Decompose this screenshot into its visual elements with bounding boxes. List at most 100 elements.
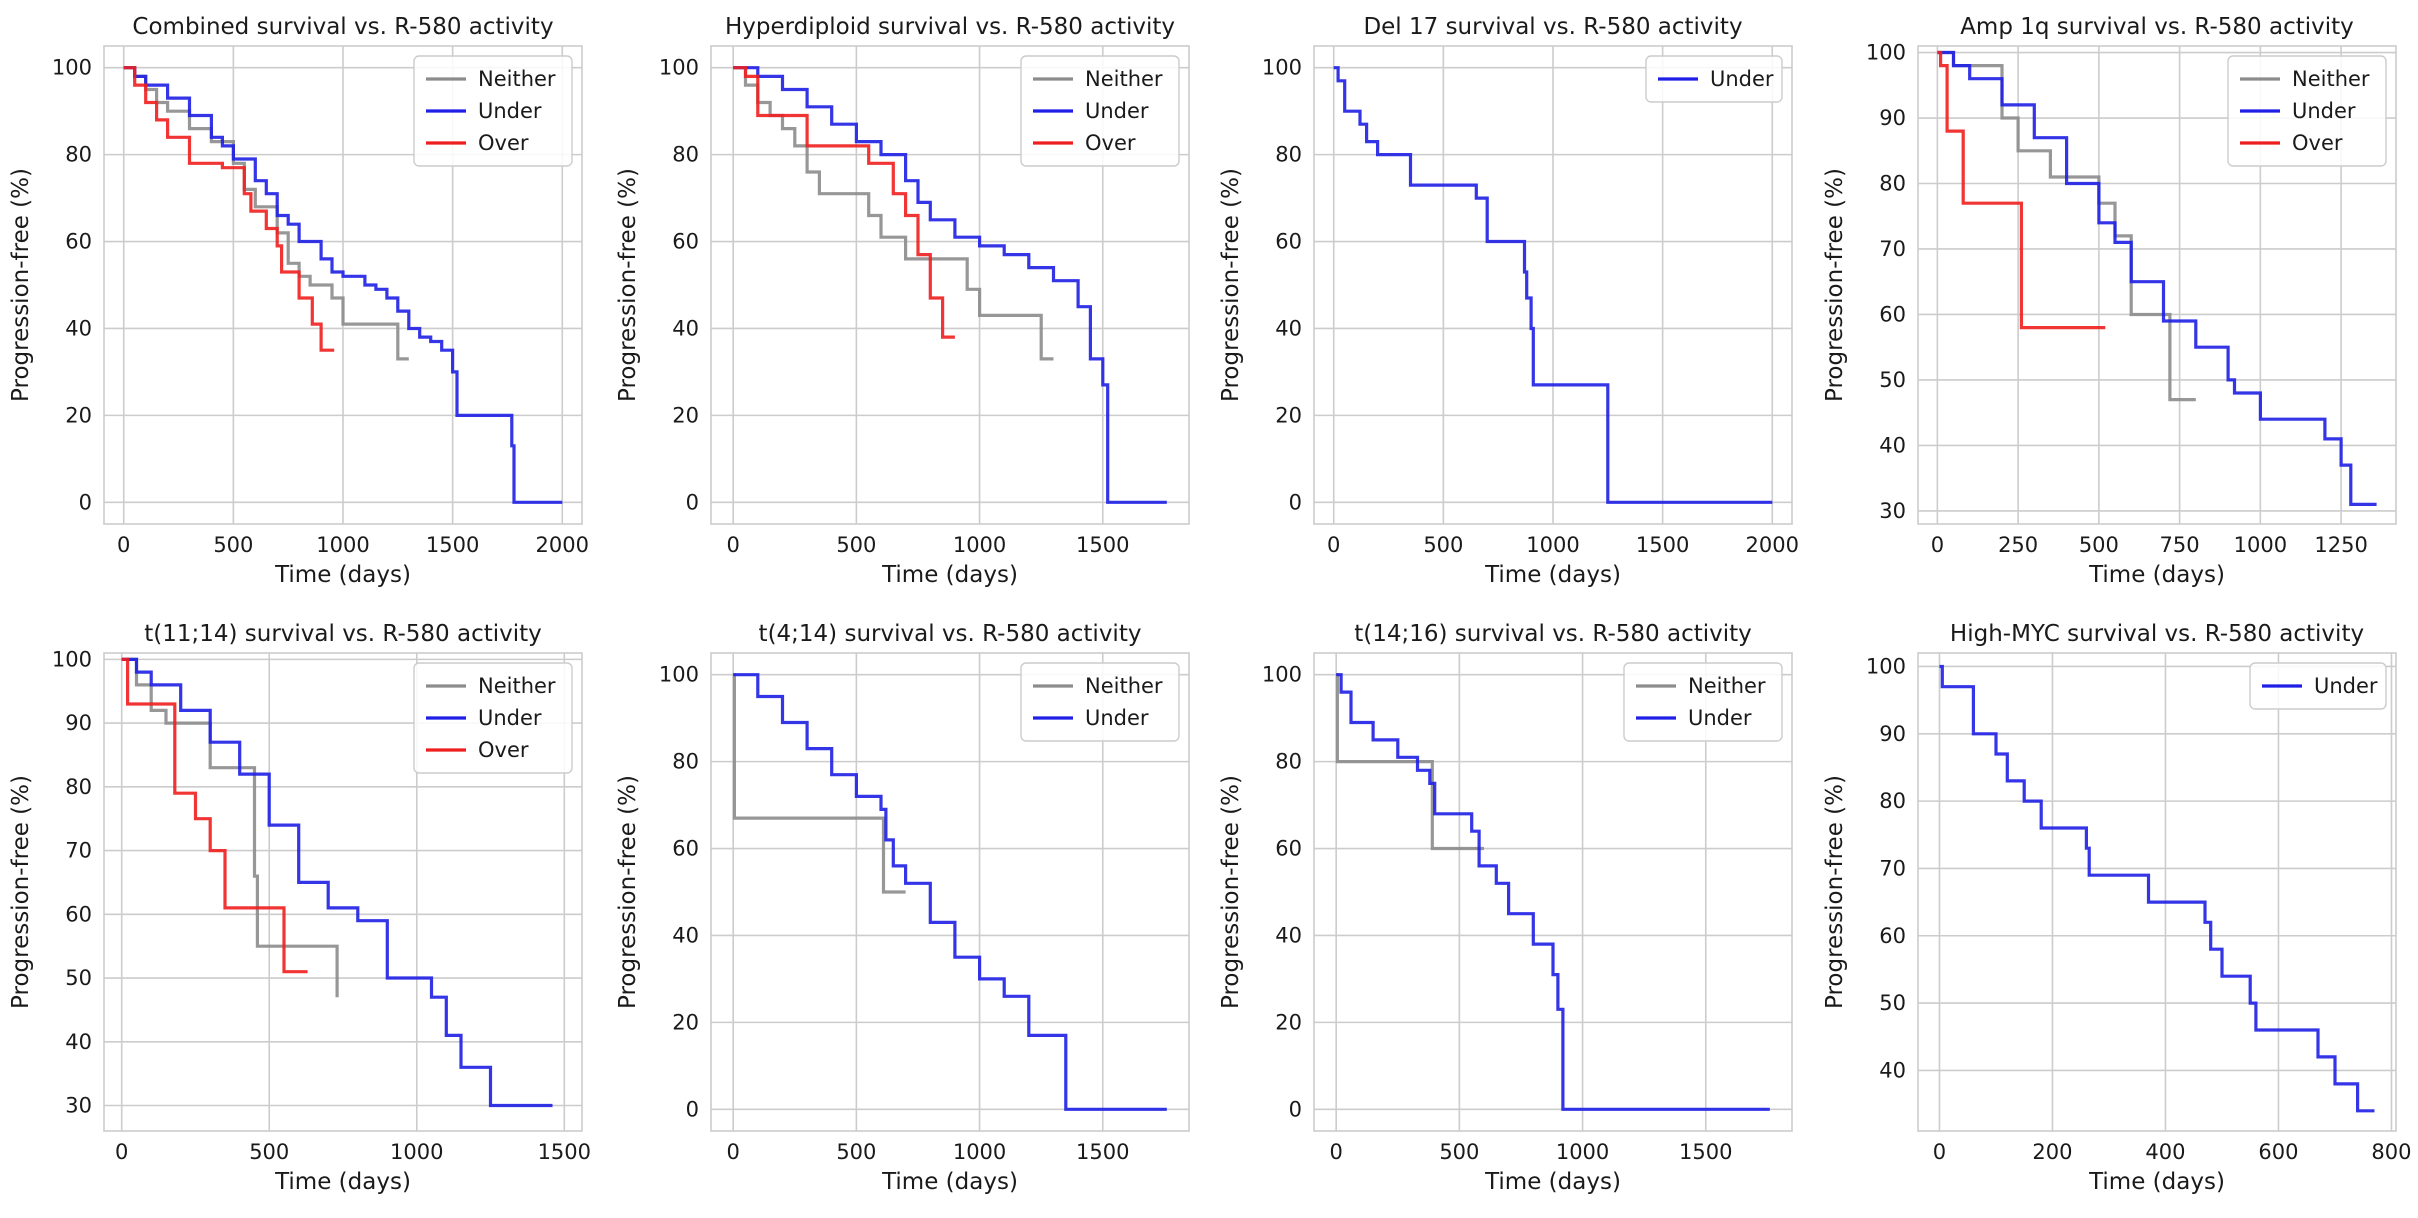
y-tick-label: 0 — [1289, 490, 1302, 514]
y-tick-label: 100 — [1262, 56, 1302, 80]
x-axis-label: Time (days) — [881, 562, 1018, 588]
x-tick-label: 750 — [2160, 533, 2200, 557]
x-tick-label: 1000 — [316, 533, 369, 557]
series-line-neither — [121, 657, 339, 998]
x-tick-label: 1000 — [2234, 533, 2287, 557]
x-tick-label: 500 — [213, 533, 253, 557]
legend-box — [413, 55, 573, 167]
legend-label: Under — [2314, 674, 2378, 698]
series-line-under — [1333, 66, 1773, 504]
y-tick-label: 80 — [65, 775, 92, 799]
y-tick-label: 70 — [1879, 856, 1906, 880]
y-tick-label: 100 — [659, 663, 699, 687]
series-line-neither — [1937, 50, 2196, 402]
legend-box — [2227, 55, 2387, 167]
x-tick-label: 1250 — [2314, 533, 2367, 557]
legend-label: Over — [1085, 131, 1136, 155]
x-tick-label: 1500 — [1636, 533, 1689, 557]
x-tick-label: 500 — [2079, 533, 2119, 557]
y-tick-label: 30 — [65, 1094, 92, 1118]
x-tick-label: 1500 — [1679, 1140, 1732, 1164]
series-line-over — [121, 657, 308, 974]
x-axis-label: Time (days) — [2088, 562, 2225, 588]
chart-title: t(14;16) survival vs. R-580 activity — [1354, 621, 1752, 647]
y-tick-label: 100 — [52, 647, 92, 671]
legend-label: Over — [2292, 131, 2343, 155]
panel-hyperdiploid: 0 500 1000 1500 0 20 40 60 80 100 Hyperdiploid sur… — [615, 14, 1190, 588]
x-tick-label: 0 — [1933, 1140, 1946, 1164]
legend-label: Neither — [1085, 67, 1163, 91]
x-tick-label: 0 — [1931, 533, 1944, 557]
y-tick-label: 50 — [65, 966, 92, 990]
y-tick-label: 80 — [1879, 172, 1906, 196]
series-line-neither — [732, 673, 906, 894]
x-tick-label: 0 — [1327, 533, 1340, 557]
y-tick-label: 40 — [1879, 1058, 1906, 1082]
y-axis-label: Progression-free (%) — [1822, 168, 1848, 402]
panel-combined: 0 500 1000 1500 2000 0 20 40 60 80 100 Combined sur… — [8, 14, 589, 588]
y-tick-label: 20 — [672, 1010, 699, 1034]
x-axis-label: Time (days) — [274, 562, 411, 588]
x-axis-label: Time (days) — [1484, 1169, 1621, 1195]
legend-label: Under — [1688, 706, 1752, 730]
y-tick-label: 20 — [672, 403, 699, 427]
series-line-under — [1336, 673, 1770, 1111]
x-tick-label: 1000 — [1556, 1140, 1609, 1164]
y-tick-label: 90 — [1879, 722, 1906, 746]
x-tick-label: 0 — [115, 1140, 128, 1164]
x-tick-label: 0 — [1329, 1140, 1342, 1164]
x-tick-label: 600 — [2258, 1140, 2298, 1164]
legend-label: Over — [478, 131, 529, 155]
y-tick-label: 100 — [1866, 41, 1906, 65]
y-tick-label: 60 — [1275, 230, 1302, 254]
axes-frame — [1313, 652, 1793, 1132]
x-tick-label: 0 — [117, 533, 130, 557]
legend-box — [1623, 662, 1783, 742]
panel-amp1q: 0 250 500 750 1000 1250 30 40 50 60 70 80 90 100 Amp 1… — [1822, 14, 2397, 588]
legend-box — [1020, 55, 1180, 167]
chart-title: High-MYC survival vs. R-580 activity — [1950, 621, 2364, 647]
legend-label: Under — [478, 99, 542, 123]
y-tick-label: 90 — [1879, 106, 1906, 130]
y-tick-label: 20 — [65, 403, 92, 427]
x-tick-label: 500 — [836, 533, 876, 557]
series-line-over — [733, 66, 955, 339]
y-tick-label: 60 — [65, 230, 92, 254]
series-line-neither — [733, 66, 1054, 361]
x-axis-label: Time (days) — [881, 1169, 1018, 1195]
legend-box — [2249, 662, 2387, 710]
y-tick-label: 50 — [1879, 368, 1906, 392]
legend-label: Neither — [1085, 674, 1163, 698]
y-tick-label: 60 — [1879, 924, 1906, 948]
chart-title: t(4;14) survival vs. R-580 activity — [759, 621, 1142, 647]
series-line-over — [1937, 50, 2106, 330]
legend-label: Under — [1085, 99, 1149, 123]
y-tick-label: 80 — [65, 143, 92, 167]
x-tick-label: 2000 — [536, 533, 589, 557]
y-axis-label: Progression-free (%) — [1218, 775, 1244, 1009]
x-tick-label: 2000 — [1746, 533, 1799, 557]
y-tick-label: 20 — [1275, 1010, 1302, 1034]
x-axis-label: Time (days) — [274, 1169, 411, 1195]
x-tick-label: 1500 — [1076, 533, 1129, 557]
chart-title: t(11;14) survival vs. R-580 activity — [144, 621, 542, 647]
axes-frame — [1313, 45, 1793, 525]
y-tick-label: 90 — [65, 711, 92, 735]
axes-frame — [710, 45, 1190, 525]
y-tick-label: 100 — [659, 56, 699, 80]
x-tick-label: 1500 — [426, 533, 479, 557]
y-tick-label: 80 — [1275, 750, 1302, 774]
y-tick-label: 20 — [1275, 403, 1302, 427]
y-tick-label: 80 — [1275, 143, 1302, 167]
panel-t11-14: 0 500 1000 1500 30 40 50 60 70 80 90 100 t(11;14) su… — [8, 621, 591, 1195]
legend-box — [1020, 662, 1180, 742]
y-tick-label: 80 — [672, 143, 699, 167]
legend-label: Neither — [478, 674, 556, 698]
y-tick-label: 0 — [79, 490, 92, 514]
y-tick-label: 40 — [65, 1030, 92, 1054]
y-tick-label: 70 — [65, 839, 92, 863]
y-tick-label: 0 — [686, 1097, 699, 1121]
y-tick-label: 100 — [1866, 654, 1906, 678]
x-axis-label: Time (days) — [2088, 1169, 2225, 1195]
